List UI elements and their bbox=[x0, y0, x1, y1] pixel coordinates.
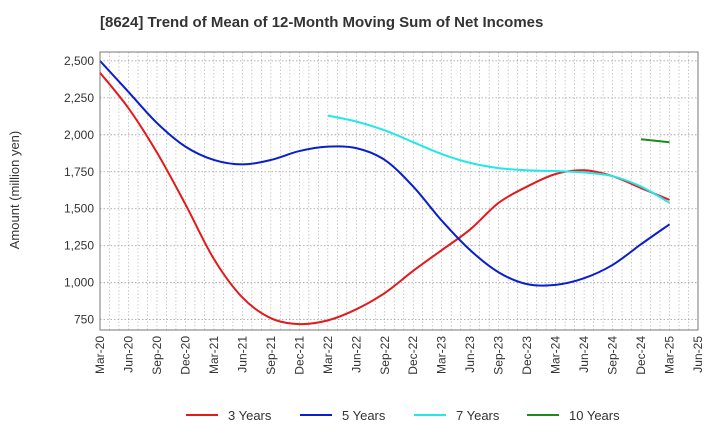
legend-swatch-10-years bbox=[527, 414, 559, 416]
legend-swatch-3-years bbox=[186, 414, 218, 416]
x-tick-label: Dec-20 bbox=[178, 336, 192, 375]
y-tick-label: 2,000 bbox=[64, 128, 94, 142]
legend-swatch-5-years bbox=[300, 414, 332, 416]
x-tick-label: Jun-25 bbox=[691, 336, 705, 373]
x-tick-label: Mar-22 bbox=[321, 336, 335, 374]
x-tick-label: Jun-24 bbox=[577, 336, 591, 373]
y-tick-label: 1,000 bbox=[64, 276, 94, 290]
x-tick-label: Sep-20 bbox=[150, 336, 164, 375]
x-tick-label: Sep-24 bbox=[606, 336, 620, 375]
x-tick-label: Sep-22 bbox=[378, 336, 392, 375]
series-line-3-years bbox=[99, 72, 670, 326]
series-line-7-years bbox=[327, 114, 671, 204]
plot-frame bbox=[99, 51, 699, 331]
x-tick-label: Sep-21 bbox=[264, 336, 278, 375]
legend-item-3-years: 3 Years bbox=[186, 404, 271, 426]
legend-label-5-years: 5 Years bbox=[342, 407, 386, 423]
x-tick-label: Dec-21 bbox=[292, 336, 306, 375]
legend-swatch-7-years bbox=[414, 414, 446, 416]
legend-label-3-years: 3 Years bbox=[228, 407, 272, 423]
y-tick-label: 2,250 bbox=[64, 91, 94, 105]
y-tick-label: 1,500 bbox=[64, 202, 94, 216]
x-tick-label: Dec-24 bbox=[634, 336, 648, 375]
series-line-10-years bbox=[640, 138, 670, 144]
x-tick-label: Mar-23 bbox=[435, 336, 449, 374]
x-tick-label: Jun-21 bbox=[235, 336, 249, 373]
x-tick-label: Jun-22 bbox=[349, 336, 363, 373]
x-axis-tick-labels: Mar-20 Jun-20 Sep-20 Dec-20 Mar-21 Jun-21 Sep-… bbox=[93, 336, 705, 375]
x-tick-label: Mar-21 bbox=[207, 336, 221, 374]
x-tick-label: Dec-23 bbox=[520, 336, 534, 375]
x-tick-label: Jun-20 bbox=[121, 336, 135, 373]
legend-label-10-years: 10 Years bbox=[569, 407, 620, 423]
y-tick-label: 1,750 bbox=[64, 165, 94, 179]
y-tick-label: 750 bbox=[74, 313, 94, 327]
legend-item-5-years: 5 Years bbox=[300, 404, 385, 426]
series-line-5-years bbox=[99, 60, 671, 287]
series-lines bbox=[99, 60, 671, 326]
x-tick-label: Dec-22 bbox=[406, 336, 420, 375]
legend: 3 Years 5 Years 7 Years 10 Years bbox=[0, 404, 720, 428]
legend-item-7-years: 7 Years bbox=[414, 404, 499, 426]
grid-lines bbox=[100, 52, 698, 330]
y-axis-title: Amount (million yen) bbox=[7, 131, 22, 250]
x-tick-label: Mar-24 bbox=[549, 336, 563, 374]
legend-item-10-years: 10 Years bbox=[527, 404, 620, 426]
chart-title: [8624] Trend of Mean of 12-Month Moving … bbox=[100, 14, 544, 31]
y-tick-label: 1,250 bbox=[64, 239, 94, 253]
y-tick-label: 2,500 bbox=[64, 54, 94, 68]
x-tick-label: Mar-20 bbox=[93, 336, 107, 374]
x-tick-label: Sep-23 bbox=[492, 336, 506, 375]
x-tick-label: Mar-25 bbox=[663, 336, 677, 374]
y-axis-tick-labels: 750 1,000 1,250 1,500 1,750 2,000 2,250 2,500 bbox=[64, 54, 94, 327]
x-tick-label: Jun-23 bbox=[463, 336, 477, 373]
legend-label-7-years: 7 Years bbox=[456, 407, 500, 423]
